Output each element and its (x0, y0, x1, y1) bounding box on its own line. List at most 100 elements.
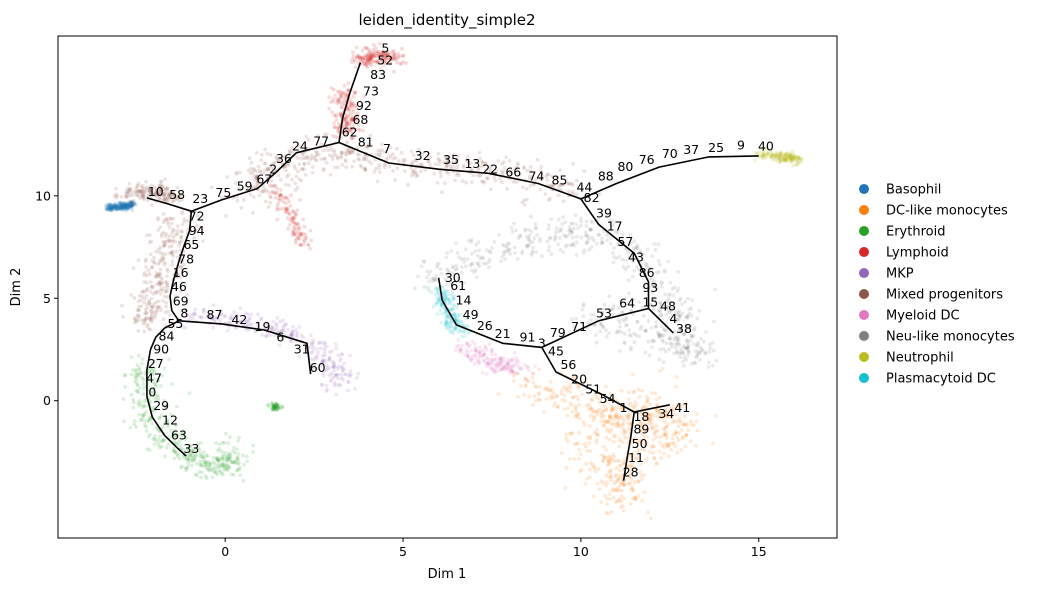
cell-point (338, 372, 343, 377)
cell-point (309, 238, 314, 243)
cell-point (332, 113, 337, 118)
cell-point (173, 197, 178, 202)
cell-point (115, 204, 120, 208)
cell-point (590, 398, 594, 402)
cell-point (693, 349, 698, 354)
cell-point (202, 455, 207, 460)
cell-point (347, 150, 352, 155)
cell-point (665, 413, 670, 418)
cell-point (516, 163, 520, 167)
cell-point (134, 367, 139, 372)
cell-point (122, 204, 127, 209)
cell-point (287, 211, 292, 216)
cell-point (346, 146, 350, 151)
cell-point (312, 367, 317, 372)
cell-point (176, 272, 180, 277)
cell-point (338, 101, 343, 105)
cell-point (271, 183, 276, 188)
cell-point (344, 95, 349, 100)
cell-point (581, 303, 585, 308)
cell-point (170, 239, 175, 244)
cell-point (296, 236, 301, 241)
cell-point (230, 316, 235, 320)
cell-point (266, 402, 270, 407)
cell-point (123, 203, 128, 208)
cell-point (127, 199, 132, 204)
node-label: 93 (642, 280, 658, 295)
cell-point (522, 376, 527, 380)
cell-point (152, 315, 157, 320)
cell-point (599, 500, 604, 505)
cell-point (273, 405, 277, 410)
cell-point (584, 224, 589, 228)
cell-point (456, 329, 461, 334)
cell-point (632, 340, 637, 345)
cell-point (154, 310, 159, 314)
cell-point (181, 448, 186, 452)
cell-point (589, 219, 594, 224)
cell-point (443, 323, 447, 327)
cell-point (354, 106, 359, 110)
cell-point (681, 436, 686, 441)
cell-point (675, 450, 680, 455)
cell-point (670, 407, 675, 412)
cell-point (161, 240, 165, 245)
cell-point (481, 352, 486, 357)
cell-point (682, 363, 686, 368)
cell-point (277, 193, 282, 198)
cell-point (461, 329, 465, 334)
cell-point (125, 202, 130, 207)
cell-point (651, 444, 656, 449)
cell-point (659, 456, 663, 461)
cell-point (620, 488, 624, 493)
cell-point (120, 203, 125, 208)
cell-point (346, 379, 351, 384)
cell-point (272, 403, 276, 407)
cell-point (136, 401, 141, 405)
cell-point (174, 422, 178, 427)
cell-point (621, 482, 626, 487)
cell-point (677, 298, 682, 302)
cell-point (136, 192, 140, 197)
cell-point (451, 307, 455, 311)
cell-point (170, 382, 175, 386)
cell-point (167, 239, 172, 244)
node-label: 6 (276, 329, 284, 344)
cell-point (685, 338, 690, 343)
cell-point (117, 206, 122, 211)
cell-point (156, 299, 161, 304)
cell-point (171, 199, 176, 204)
cell-point (368, 50, 373, 55)
cell-point (169, 250, 174, 255)
cell-point (162, 260, 167, 265)
cell-point (132, 316, 137, 320)
cell-point (523, 227, 528, 232)
cell-point (627, 328, 632, 333)
cell-point (656, 242, 661, 247)
cell-point (620, 422, 625, 427)
cell-point (168, 428, 173, 433)
cell-point (492, 240, 497, 244)
cell-point (220, 440, 225, 445)
cell-point (127, 203, 132, 208)
cell-point (633, 497, 638, 502)
cell-point (173, 433, 177, 438)
cell-point (201, 454, 205, 459)
cell-point (163, 454, 168, 458)
cell-point (219, 312, 223, 316)
cell-point (126, 204, 131, 209)
cell-point (332, 362, 337, 366)
cell-point (201, 460, 206, 464)
cell-point (305, 154, 310, 159)
cell-point (664, 304, 669, 309)
cell-point (364, 46, 369, 50)
cell-point (348, 353, 352, 358)
cell-point (391, 54, 396, 58)
cell-point (489, 352, 494, 357)
cell-point (107, 203, 112, 207)
cell-point (144, 257, 148, 262)
cell-point (621, 426, 625, 431)
cell-point (642, 425, 647, 430)
cell-point (124, 194, 129, 199)
legend-marker (859, 184, 869, 194)
